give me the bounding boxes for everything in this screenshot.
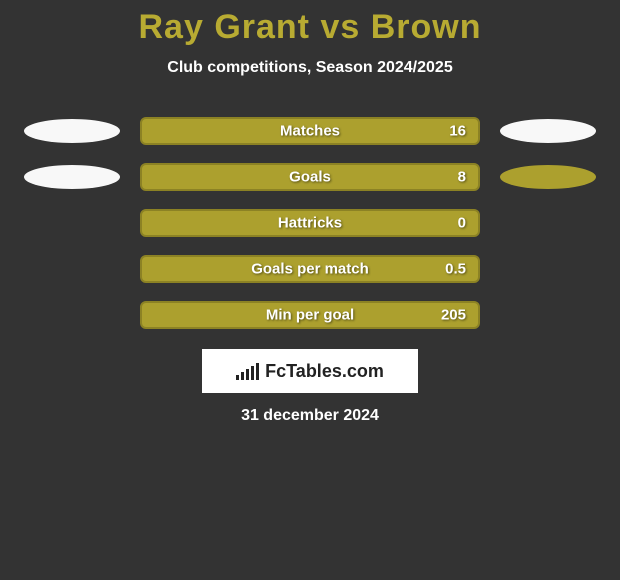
stat-label: Min per goal — [266, 307, 354, 324]
stat-value: 16 — [449, 123, 466, 140]
left-value-oval — [24, 165, 120, 189]
stat-value: 0 — [458, 215, 466, 232]
stat-bar: Matches 16 — [140, 117, 480, 145]
stat-bar: Goals per match 0.5 — [140, 255, 480, 283]
stat-label: Goals — [289, 169, 331, 186]
stat-bar: Hattricks 0 — [140, 209, 480, 237]
stat-row: Min per goal 205 — [0, 301, 620, 329]
stat-value: 205 — [441, 307, 466, 324]
stat-row: Matches 16 — [0, 117, 620, 145]
date-label: 31 december 2024 — [0, 407, 620, 425]
stat-label: Matches — [280, 123, 340, 140]
left-value-oval — [24, 119, 120, 143]
page-title: Ray Grant vs Brown — [0, 8, 620, 47]
stat-label: Goals per match — [251, 261, 369, 278]
stat-value: 8 — [458, 169, 466, 186]
right-value-oval — [500, 119, 596, 143]
bar-chart-icon — [236, 362, 259, 380]
stat-rows: Matches 16 Goals 8 Hattricks 0 Goals per match… — [0, 117, 620, 329]
brand-box: FcTables.com — [202, 349, 418, 393]
stat-bar: Min per goal 205 — [140, 301, 480, 329]
stat-row: Goals 8 — [0, 163, 620, 191]
stat-bar: Goals 8 — [140, 163, 480, 191]
brand-text: FcTables.com — [265, 361, 384, 382]
stat-value: 0.5 — [445, 261, 466, 278]
comparison-infographic: Ray Grant vs Brown Club competitions, Se… — [0, 0, 620, 425]
stat-row: Hattricks 0 — [0, 209, 620, 237]
right-value-oval — [500, 165, 596, 189]
stat-row: Goals per match 0.5 — [0, 255, 620, 283]
stat-label: Hattricks — [278, 215, 342, 232]
subtitle: Club competitions, Season 2024/2025 — [0, 59, 620, 77]
